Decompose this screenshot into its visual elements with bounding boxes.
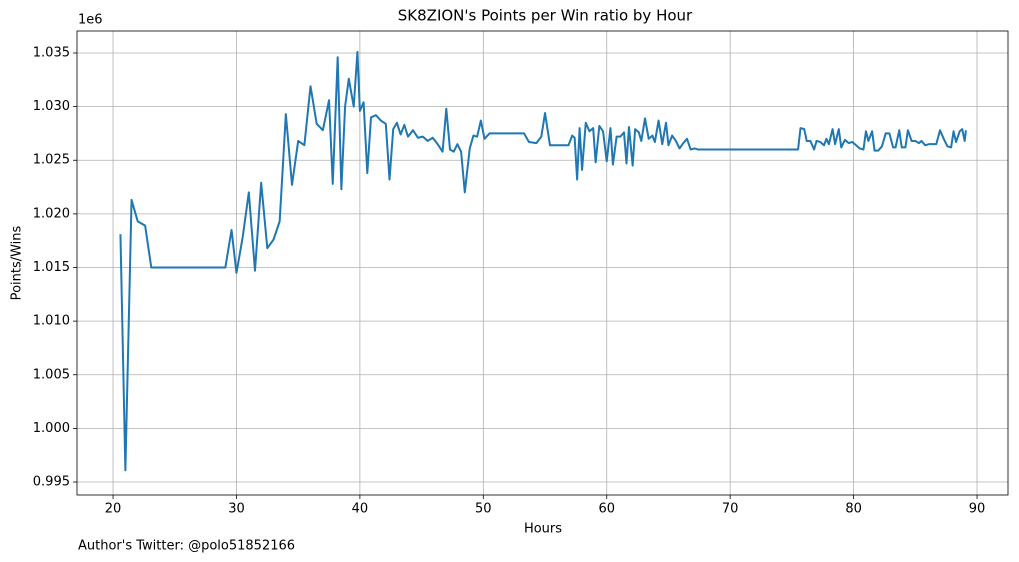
y-tick-label: 1.015	[33, 260, 70, 275]
line-series	[119, 50, 967, 472]
plot-area	[77, 31, 1008, 495]
x-tick-label: 70	[722, 502, 739, 517]
footnote: Author's Twitter: @polo51852166	[78, 539, 295, 554]
x-tick-label: 50	[475, 502, 492, 517]
x-tick-label: 60	[598, 502, 615, 517]
chart-title: SK8ZION's Points per Win ratio by Hour	[398, 7, 693, 25]
y-tick-label: 1.025	[33, 153, 70, 168]
axes-frame	[76, 30, 1009, 496]
y-axis-label: Points/Wins	[10, 225, 25, 300]
y-tick-label: 1.005	[33, 367, 70, 382]
x-tick-label: 40	[352, 502, 369, 517]
y-tick-label: 1.030	[33, 99, 70, 114]
x-tick-label: 20	[105, 502, 122, 517]
x-tick-label: 80	[845, 502, 862, 517]
y-tick-label: 1.020	[33, 206, 70, 221]
y-offset-label: 1e6	[78, 13, 103, 28]
y-tick-label: 1.035	[33, 45, 70, 60]
y-tick-label: 1.000	[33, 421, 70, 436]
x-axis-label: Hours	[524, 522, 562, 537]
y-tick-label: 0.995	[33, 475, 70, 490]
x-tick-label: 30	[228, 502, 245, 517]
x-tick-label: 90	[969, 502, 986, 517]
y-tick-label: 1.010	[33, 314, 70, 329]
